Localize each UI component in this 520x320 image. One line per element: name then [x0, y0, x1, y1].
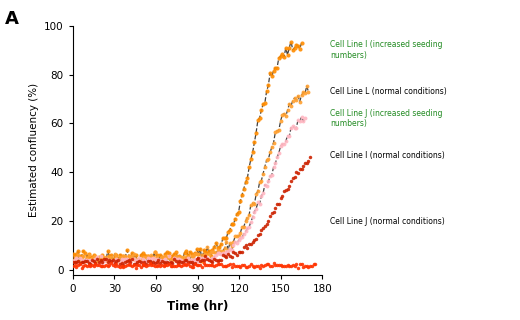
Text: Cell Line J (normal conditions): Cell Line J (normal conditions) — [330, 217, 445, 226]
Text: Cell Line I (increased seeding
numbers): Cell Line I (increased seeding numbers) — [330, 40, 443, 60]
Text: A: A — [5, 10, 19, 28]
Text: Cell Line L (normal conditions): Cell Line L (normal conditions) — [330, 87, 447, 96]
X-axis label: Time (hr): Time (hr) — [167, 300, 228, 313]
Text: Cell Line J (increased seeding
numbers): Cell Line J (increased seeding numbers) — [330, 109, 443, 128]
Y-axis label: Estimated confluency (%): Estimated confluency (%) — [29, 83, 38, 218]
Text: Cell Line I (normal conditions): Cell Line I (normal conditions) — [330, 151, 445, 160]
